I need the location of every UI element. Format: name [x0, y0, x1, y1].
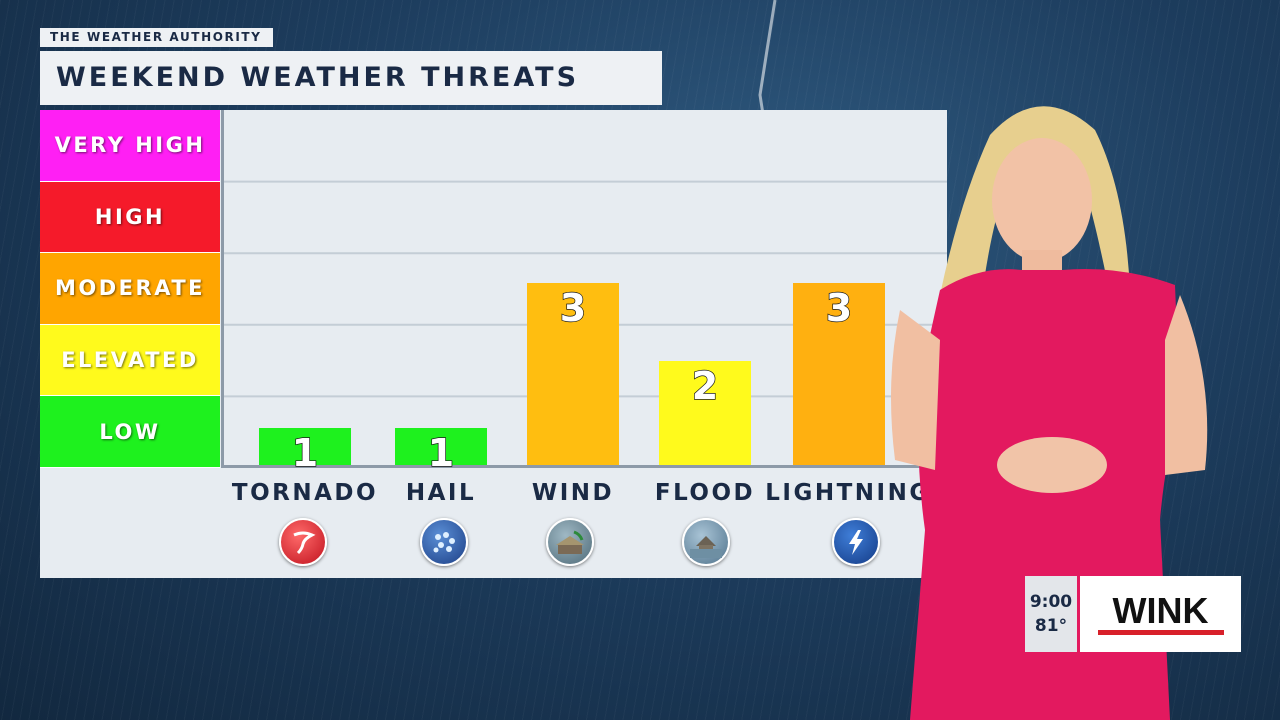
category-label-lightning: LIGHTNING — [765, 480, 931, 506]
threat-level-scale: VERY HIGH HIGH MODERATE ELEVATED LOW — [40, 110, 220, 468]
station-logo-text: WINK — [1112, 590, 1209, 631]
bar-wind — [527, 283, 619, 465]
bar-tornado — [259, 428, 351, 465]
level-high: HIGH — [40, 181, 220, 254]
bar-value-lightning: 3 — [826, 286, 852, 330]
level-moderate: MODERATE — [40, 253, 220, 325]
bar-lightning — [793, 283, 885, 465]
category-label-flood: FLOOD — [654, 480, 756, 506]
hail-icon — [420, 518, 468, 566]
bar-value-tornado: 1 — [292, 431, 318, 475]
station-logo: WINK — [1080, 576, 1241, 652]
page-title: WEEKEND WEATHER THREATS — [40, 51, 662, 105]
level-elevated: ELEVATED — [40, 324, 220, 397]
bar-hail — [395, 428, 487, 465]
category-label-hail: HAIL — [405, 480, 477, 506]
temperature-readout: 81° — [1034, 616, 1068, 636]
brand-tag: THE WEATHER AUTHORITY — [40, 28, 273, 47]
level-very-high: VERY HIGH — [40, 110, 220, 182]
category-label-wind: WIND — [531, 480, 615, 506]
bar-flood — [659, 361, 751, 465]
time-temp-bug: 9:00 81° — [1025, 576, 1077, 652]
time-readout: 9:00 — [1029, 592, 1073, 612]
station-logo-underline — [1097, 630, 1224, 635]
category-label-tornado: TORNADO — [231, 480, 379, 506]
x-axis-line — [221, 465, 947, 468]
bar-value-flood: 2 — [692, 364, 718, 408]
y-axis-line — [221, 110, 224, 468]
bar-value-hail: 1 — [428, 431, 454, 475]
tornado-icon — [279, 518, 327, 566]
flood-icon — [682, 518, 730, 566]
bar-value-wind: 3 — [560, 286, 586, 330]
level-low: LOW — [40, 396, 220, 468]
wind-icon — [546, 518, 594, 566]
lightning-icon — [832, 518, 880, 566]
